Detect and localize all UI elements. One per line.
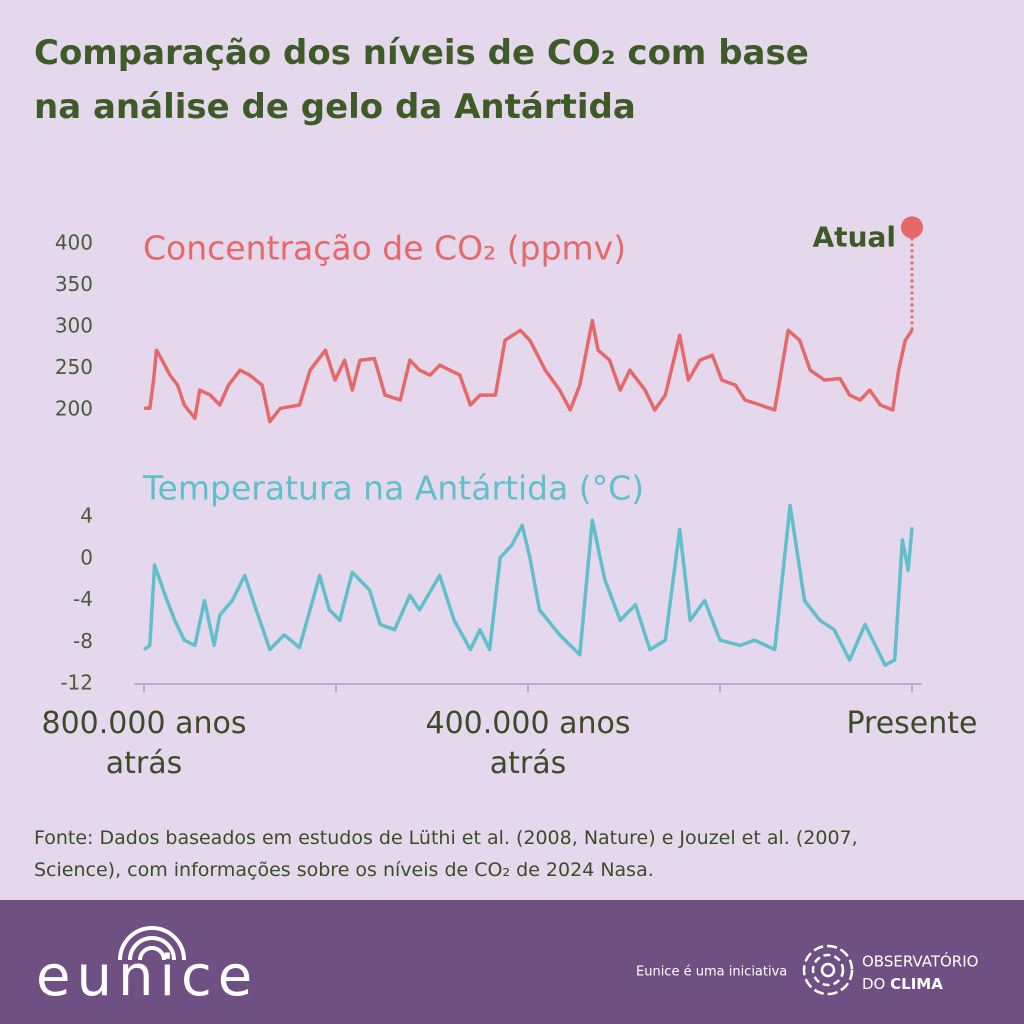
x-tick-label: 400.000 anos atrás xyxy=(425,706,631,781)
data-line xyxy=(144,318,914,424)
y-tick-label: -8 xyxy=(73,629,93,653)
chart: 400 350 300 250 200 Concentração de CO₂ (ppmv… xyxy=(55,216,923,695)
footer: eunice Eunice é uma iniciativa OBSERVATÓ… xyxy=(0,900,1024,1024)
y-tick-label: 0 xyxy=(80,545,93,569)
footer-note: Eunice é uma iniciativa xyxy=(636,965,787,980)
data-line xyxy=(142,503,914,667)
annotation-label: Atual xyxy=(813,220,896,253)
y-tick-label: -12 xyxy=(60,671,93,695)
x-tick-label: 800.000 anos atrás xyxy=(41,706,247,781)
partner-name-a: DO xyxy=(862,975,885,993)
series-label: Temperatura na Antártida (°C) xyxy=(142,469,644,508)
logo: eunice xyxy=(36,944,258,1009)
partner-icon xyxy=(802,944,854,996)
title: Comparação dos níveis de CO₂ com base na… xyxy=(34,33,809,127)
footer-graphics: eunice Eunice é uma iniciativa OBSERVATÓ… xyxy=(36,926,978,1009)
y-tick-label: 300 xyxy=(55,314,93,338)
y-tick-label: -4 xyxy=(73,587,93,611)
partner-name: DO CLIMA xyxy=(862,975,943,993)
y-tick-label: 400 xyxy=(55,231,93,255)
partner-name: OBSERVATÓRIO xyxy=(862,952,978,971)
y-tick-label: 250 xyxy=(55,355,93,379)
logo-arcs xyxy=(118,926,186,961)
series-label: Concentração de CO₂ (ppmv) xyxy=(143,229,626,268)
source: Fonte: Dados baseados em estudos de Lüth… xyxy=(34,827,858,881)
partner-name-b: CLIMA xyxy=(890,975,943,993)
annotation-point xyxy=(901,216,923,239)
y-tick-label: 4 xyxy=(80,504,93,528)
y-tick-label: 200 xyxy=(55,397,93,421)
y-tick-label: 350 xyxy=(55,272,93,296)
x-tick-label: Presente xyxy=(846,706,978,741)
